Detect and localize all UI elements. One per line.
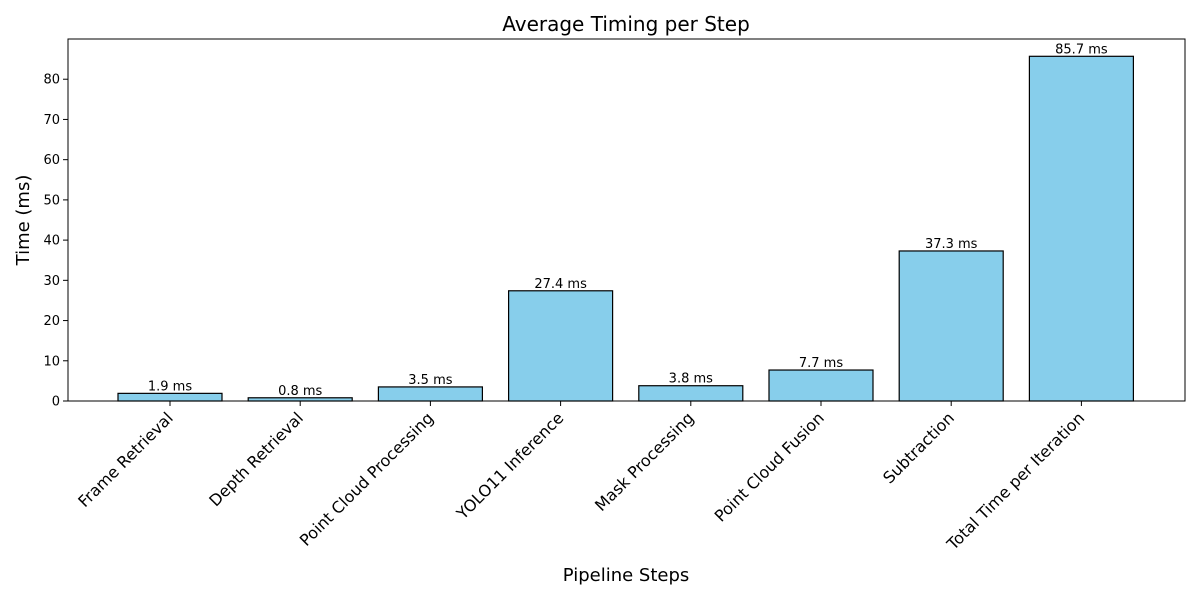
y-tick-label: 10 xyxy=(43,354,60,369)
bar xyxy=(117,392,223,402)
bar-value-label: 0.8 ms xyxy=(278,384,322,399)
bar xyxy=(508,290,614,402)
x-tick-label: Subtraction xyxy=(879,408,958,487)
bar xyxy=(768,369,874,402)
bar xyxy=(1028,55,1135,402)
x-tick-label: YOLO11 Inference xyxy=(452,408,567,523)
bars-layer xyxy=(117,55,1135,402)
bar-value-label: 7.7 ms xyxy=(799,356,843,371)
bar-value-label: 3.5 ms xyxy=(408,373,452,388)
y-tick-label: 0 xyxy=(52,395,60,410)
bar-value-label: 3.8 ms xyxy=(669,372,713,387)
y-tick-label: 30 xyxy=(43,274,60,289)
bar-value-label: 27.4 ms xyxy=(534,277,587,292)
bar xyxy=(638,385,744,402)
bar xyxy=(898,250,1004,402)
bar-value-label: 37.3 ms xyxy=(925,237,978,252)
x-tick-label: Point Cloud Processing xyxy=(296,408,437,549)
y-tick-label: 70 xyxy=(43,113,60,128)
bar-value-label: 1.9 ms xyxy=(148,379,192,394)
chart-title: Average Timing per Step xyxy=(502,12,750,36)
bar-value-label: 85.7 ms xyxy=(1055,42,1108,57)
y-axis: 0 10 20 30 40 50 60 70 80 xyxy=(43,73,68,410)
y-tick-label: 20 xyxy=(43,314,60,329)
y-axis-title: Time (ms) xyxy=(13,175,34,267)
y-tick-label: 80 xyxy=(43,73,60,88)
y-tick-label: 50 xyxy=(43,193,60,208)
x-tick-label: Frame Retrieval xyxy=(74,408,177,511)
plot-frame xyxy=(67,38,1186,402)
x-tick-label: Total Time per Iteration xyxy=(942,408,1088,554)
x-tick-label: Point Cloud Fusion xyxy=(711,408,828,525)
y-tick-label: 60 xyxy=(43,153,60,168)
x-tick-label: Depth Retrieval xyxy=(205,408,307,510)
x-tick-label: Mask Processing xyxy=(591,408,698,515)
y-tick-label: 40 xyxy=(43,234,60,249)
bar xyxy=(377,386,483,402)
bar-labels-layer: 1.9 ms 0.8 ms 3.5 ms 27.4 ms 3.8 ms 7.7 ms 37.… xyxy=(148,42,1108,398)
x-axis-title: Pipeline Steps xyxy=(563,565,690,586)
